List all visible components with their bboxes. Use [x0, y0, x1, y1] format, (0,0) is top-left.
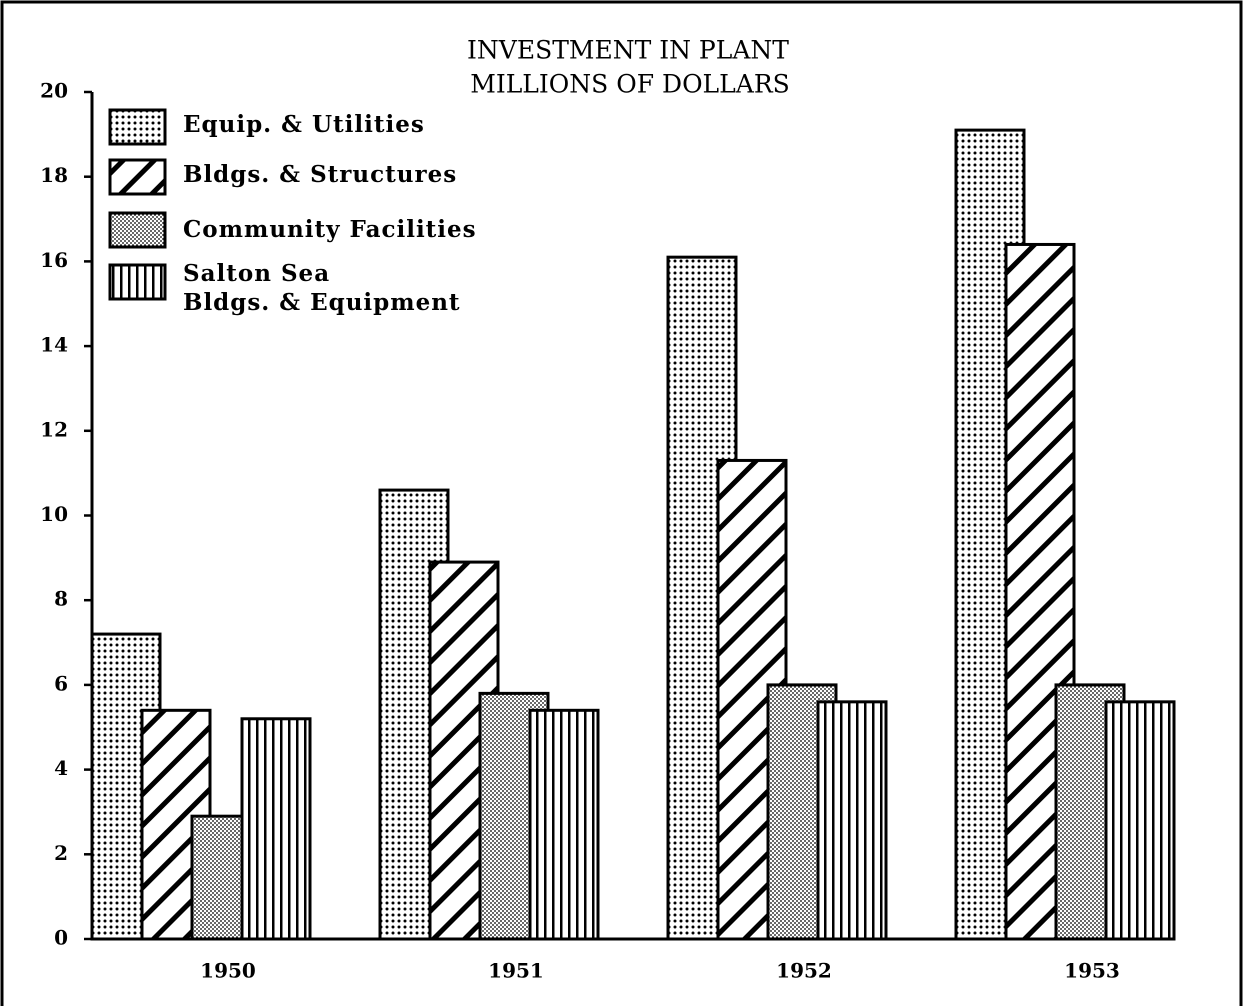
y-tick-label: 16: [40, 248, 68, 272]
bar: [240, 717, 312, 941]
x-tick-label: 1953: [1064, 959, 1120, 983]
y-tick-label: 2: [54, 841, 68, 865]
x-tick-label: 1952: [776, 959, 832, 983]
y-tick-label: 6: [54, 671, 68, 695]
y-tick-label: 20: [40, 79, 68, 103]
bar: [816, 700, 888, 941]
chart-subtitle: MILLIONS OF DOLLARS: [470, 70, 790, 99]
legend-swatch: [108, 263, 167, 301]
legend-label: Salton Sea Bldgs. & Equipment: [183, 260, 461, 316]
chart-title: INVESTMENT IN PLANT: [467, 36, 789, 65]
bar: [528, 708, 600, 941]
bar: [1104, 700, 1176, 941]
y-tick-label: 8: [54, 587, 68, 611]
x-tick-label: 1950: [200, 959, 256, 983]
y-tick-label: 14: [40, 333, 68, 357]
legend-swatch: [108, 158, 167, 196]
y-tick-label: 4: [54, 756, 68, 780]
y-tick-label: 0: [54, 926, 68, 950]
legend-label: Community Facilities: [183, 216, 477, 243]
legend-label: Bldgs. & Structures: [183, 161, 458, 188]
legend-label: Equip. & Utilities: [183, 111, 425, 138]
y-tick-label: 10: [40, 502, 68, 526]
legend-swatch: [108, 108, 167, 146]
x-tick-label: 1951: [488, 959, 544, 983]
y-tick-label: 18: [40, 163, 68, 187]
legend-swatch: [108, 211, 167, 249]
y-tick-label: 12: [40, 417, 68, 441]
